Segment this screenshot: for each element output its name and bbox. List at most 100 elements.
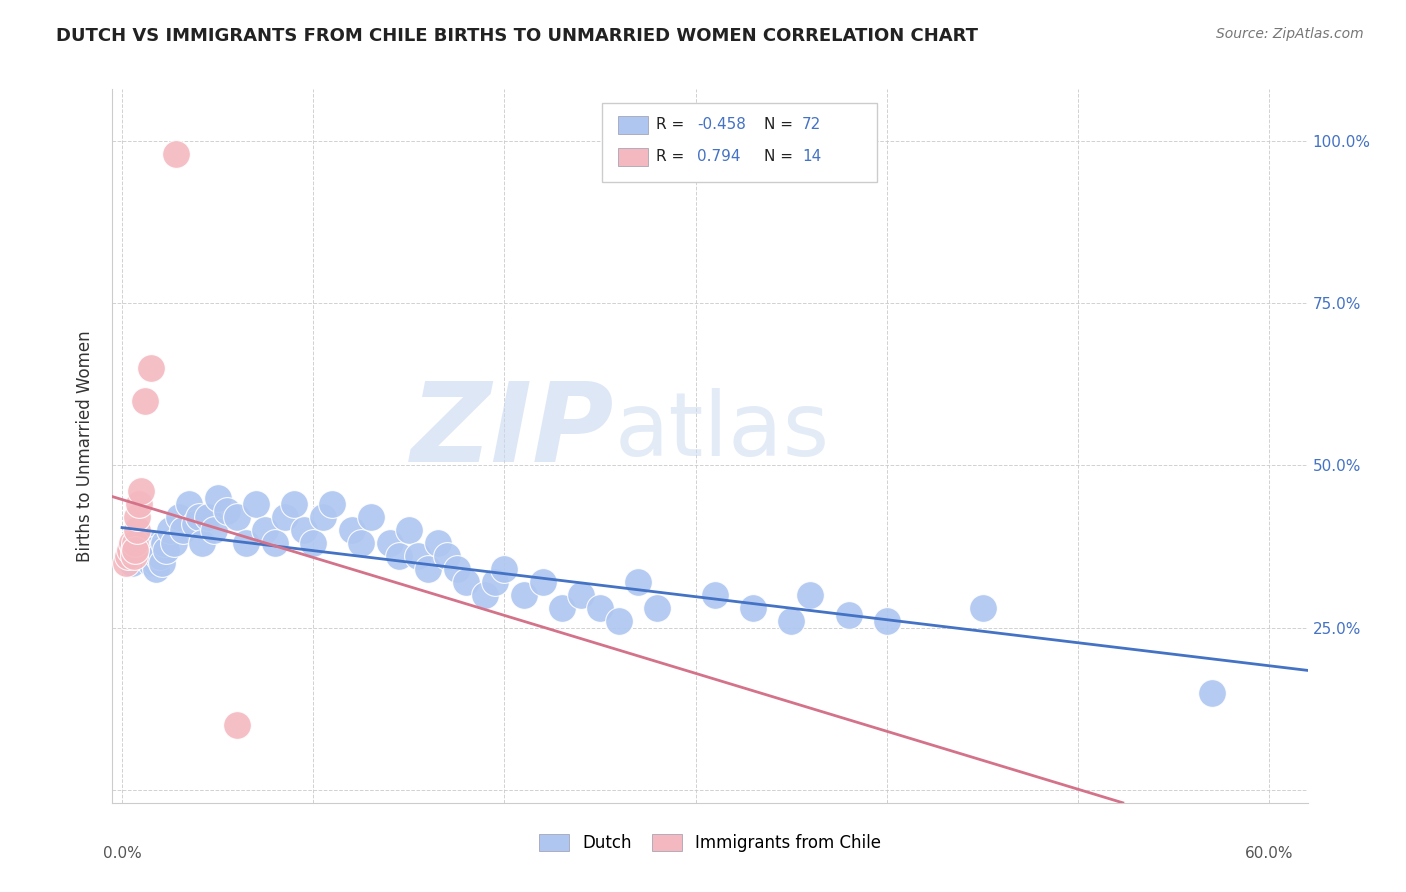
Point	[456, 575, 478, 590]
Point	[302, 536, 325, 550]
Point	[217, 504, 239, 518]
Text: 14: 14	[801, 149, 821, 164]
Point	[143, 549, 166, 564]
Point	[139, 536, 162, 550]
Point	[589, 601, 612, 615]
Text: atlas: atlas	[614, 388, 830, 475]
Point	[350, 536, 373, 550]
Point	[531, 575, 554, 590]
Point	[122, 542, 145, 557]
Point	[436, 549, 458, 564]
Point	[378, 536, 401, 550]
Point	[139, 361, 162, 376]
Point	[122, 549, 145, 564]
Point	[703, 588, 725, 602]
Text: R =: R =	[657, 149, 689, 164]
Point	[273, 510, 295, 524]
Point	[124, 536, 146, 550]
Text: N =: N =	[763, 117, 797, 132]
Point	[207, 491, 229, 505]
Point	[165, 147, 187, 161]
Point	[245, 497, 267, 511]
Point	[225, 718, 247, 732]
Point	[121, 556, 143, 570]
Point	[202, 524, 225, 538]
Point	[128, 497, 150, 511]
Point	[474, 588, 496, 602]
Point	[115, 556, 138, 570]
Point	[416, 562, 439, 576]
Text: 60.0%: 60.0%	[1246, 846, 1294, 861]
Point	[235, 536, 257, 550]
Point	[183, 516, 205, 531]
Point	[121, 536, 143, 550]
Point	[159, 524, 181, 538]
Point	[484, 575, 506, 590]
Point	[129, 484, 152, 499]
Point	[512, 588, 534, 602]
Point	[312, 510, 335, 524]
Point	[494, 562, 516, 576]
Point	[124, 542, 146, 557]
Point	[398, 524, 420, 538]
Point	[134, 393, 156, 408]
Text: 0.0%: 0.0%	[103, 846, 142, 861]
Point	[780, 614, 803, 628]
Point	[264, 536, 287, 550]
Y-axis label: Births to Unmarried Women: Births to Unmarried Women	[76, 330, 94, 562]
Point	[360, 510, 382, 524]
Point	[408, 549, 430, 564]
Point	[1201, 685, 1223, 699]
Point	[145, 562, 167, 576]
Point	[972, 601, 994, 615]
Point	[129, 549, 152, 564]
Point	[838, 607, 860, 622]
Point	[225, 510, 247, 524]
Point	[627, 575, 650, 590]
Point	[127, 524, 149, 538]
Point	[149, 549, 172, 564]
Point	[127, 542, 149, 557]
Point	[142, 542, 165, 557]
Bar	[619, 116, 648, 134]
FancyBboxPatch shape	[603, 103, 877, 182]
Point	[254, 524, 277, 538]
Point	[129, 536, 152, 550]
Point	[191, 536, 214, 550]
Point	[876, 614, 898, 628]
Point	[426, 536, 449, 550]
Point	[155, 542, 177, 557]
Point	[169, 510, 191, 524]
Point	[139, 556, 162, 570]
Point	[340, 524, 363, 538]
Point	[118, 542, 141, 557]
Point	[446, 562, 468, 576]
Legend: Dutch, Immigrants from Chile: Dutch, Immigrants from Chile	[533, 827, 887, 859]
Point	[163, 536, 186, 550]
Point	[117, 549, 139, 564]
Point	[172, 524, 194, 538]
Point	[177, 497, 200, 511]
Point	[148, 549, 170, 564]
Point	[283, 497, 305, 511]
Point	[607, 614, 630, 628]
Point	[150, 556, 173, 570]
Point	[321, 497, 343, 511]
Text: DUTCH VS IMMIGRANTS FROM CHILE BIRTHS TO UNMARRIED WOMEN CORRELATION CHART: DUTCH VS IMMIGRANTS FROM CHILE BIRTHS TO…	[56, 27, 979, 45]
Text: N =: N =	[763, 149, 797, 164]
Text: 72: 72	[801, 117, 821, 132]
Point	[127, 510, 149, 524]
Point	[197, 510, 219, 524]
Point	[145, 556, 167, 570]
Point	[551, 601, 574, 615]
Point	[149, 542, 172, 557]
Point	[647, 601, 669, 615]
Text: ZIP: ZIP	[411, 378, 614, 485]
Text: 0.794: 0.794	[697, 149, 741, 164]
Point	[292, 524, 315, 538]
Point	[799, 588, 821, 602]
Point	[742, 601, 765, 615]
Text: R =: R =	[657, 117, 689, 132]
Text: Source: ZipAtlas.com: Source: ZipAtlas.com	[1216, 27, 1364, 41]
Point	[135, 549, 157, 564]
